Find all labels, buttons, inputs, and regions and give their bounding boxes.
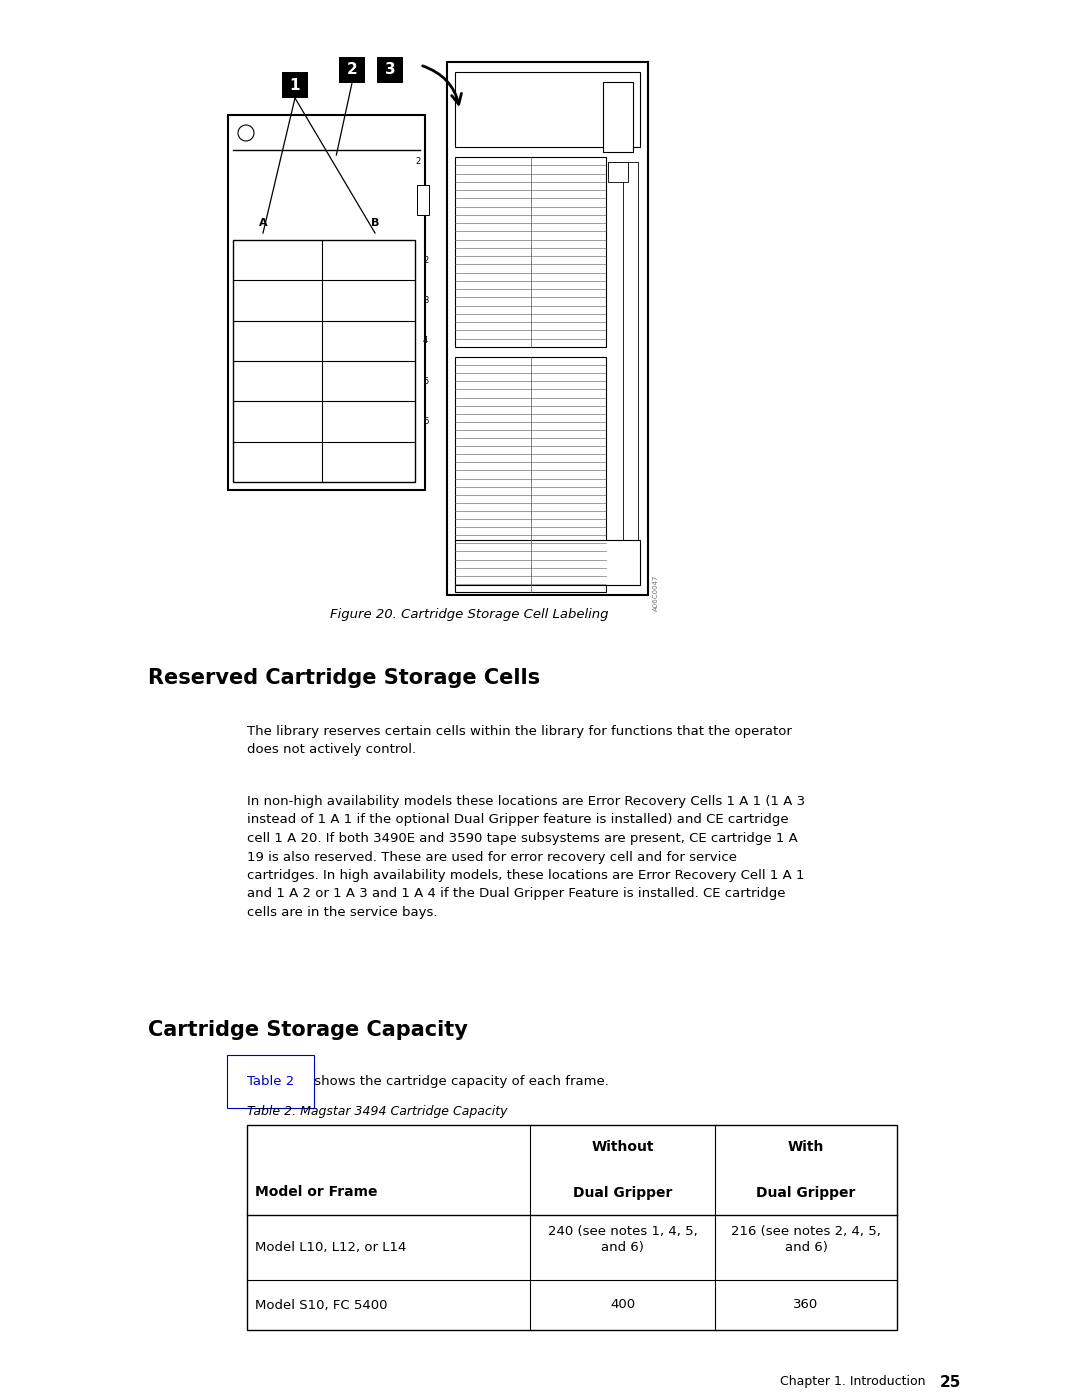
Text: Chapter 1. Introduction: Chapter 1. Introduction [780, 1375, 926, 1389]
Text: 400: 400 [610, 1298, 635, 1312]
Bar [377, 57, 403, 82]
Text: 360: 360 [794, 1298, 819, 1312]
Text: 5: 5 [423, 377, 429, 386]
Text: A06C0047: A06C0047 [653, 576, 659, 612]
Bar [247, 1125, 897, 1330]
Circle shape [238, 124, 254, 141]
Text: 3: 3 [423, 296, 429, 305]
Text: Reserved Cartridge Storage Cells: Reserved Cartridge Storage Cells [148, 668, 540, 687]
Bar [228, 115, 426, 490]
Text: shows the cartridge capacity of each frame.: shows the cartridge capacity of each fra… [310, 1076, 609, 1088]
Text: A: A [259, 218, 268, 228]
Text: With: With [787, 1140, 824, 1154]
Text: 6: 6 [423, 416, 429, 426]
Bar [603, 82, 633, 152]
Text: 4: 4 [423, 337, 429, 345]
Text: Table 2: Table 2 [247, 1076, 294, 1088]
Bar [282, 73, 308, 98]
Text: Without: Without [591, 1140, 653, 1154]
Text: 3: 3 [384, 63, 395, 77]
Text: Cartridge Storage Capacity: Cartridge Storage Capacity [148, 1020, 468, 1039]
Text: 216 (see notes 2, 4, 5,
and 6): 216 (see notes 2, 4, 5, and 6) [731, 1225, 881, 1255]
Bar [455, 358, 606, 592]
Bar [233, 240, 415, 482]
Bar [608, 162, 627, 182]
Text: Dual Gripper: Dual Gripper [572, 1186, 672, 1200]
Text: 2: 2 [415, 156, 420, 166]
Text: B: B [370, 218, 379, 228]
Text: 240 (see notes 1, 4, 5,
and 6): 240 (see notes 1, 4, 5, and 6) [548, 1225, 698, 1255]
FancyArrowPatch shape [422, 66, 461, 105]
Text: The library reserves certain cells within the library for functions that the ope: The library reserves certain cells withi… [247, 725, 792, 757]
Bar [623, 162, 638, 583]
Text: Model or Frame: Model or Frame [255, 1186, 378, 1200]
Text: Model S10, FC 5400: Model S10, FC 5400 [255, 1298, 388, 1312]
Bar [455, 156, 606, 346]
Text: In non-high availability models these locations are Error Recovery Cells 1 A 1 (: In non-high availability models these lo… [247, 795, 805, 919]
Text: Table 2. Magstar 3494 Cartridge Capacity: Table 2. Magstar 3494 Cartridge Capacity [247, 1105, 508, 1118]
Bar [608, 162, 627, 177]
Text: 1: 1 [289, 77, 300, 92]
Text: Dual Gripper: Dual Gripper [756, 1186, 855, 1200]
Bar [447, 61, 648, 595]
Bar [417, 184, 429, 215]
Bar [455, 73, 640, 147]
Text: Figure 20. Cartridge Storage Cell Labeling: Figure 20. Cartridge Storage Cell Labeli… [330, 608, 608, 622]
Text: 2: 2 [423, 256, 429, 264]
Bar [339, 57, 365, 82]
Text: 2: 2 [347, 63, 357, 77]
Bar [455, 541, 640, 585]
Text: 25: 25 [940, 1375, 961, 1390]
Text: Model L10, L12, or L14: Model L10, L12, or L14 [255, 1241, 406, 1255]
